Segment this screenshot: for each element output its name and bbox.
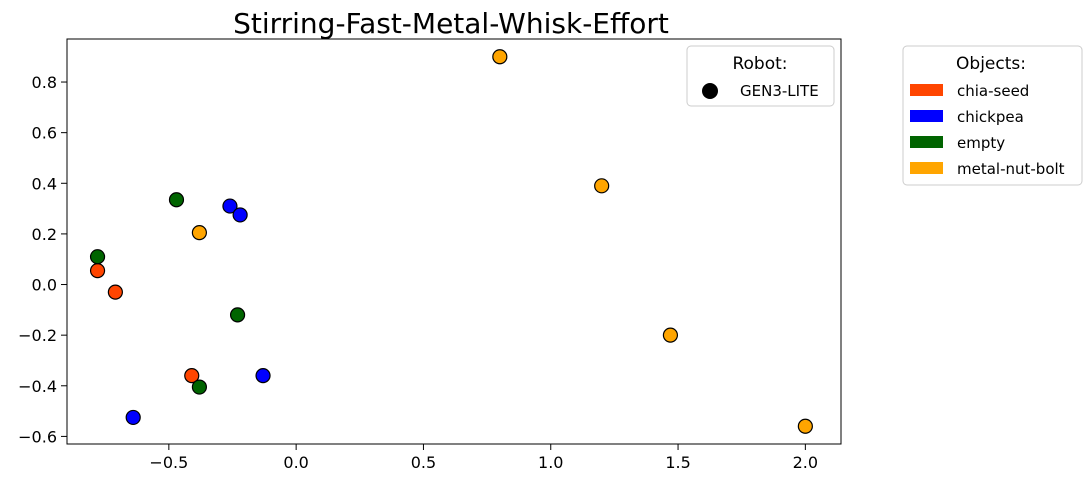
data-point-metal-nut-bolt	[191, 225, 207, 241]
robot-legend: Robot: GEN3-LITE	[686, 45, 835, 107]
data-point-empty	[229, 307, 246, 323]
y-tick-label: 0.6	[32, 124, 57, 143]
robot-legend-title: Robot:	[732, 54, 787, 74]
data-point-chickpea	[232, 207, 248, 223]
robot-legend-box	[686, 45, 835, 107]
y-tick-label: −0.6	[18, 427, 57, 446]
x-tick-label: 0.5	[411, 453, 436, 472]
data-point-chia-seed	[184, 368, 200, 384]
y-tick-label: 0.0	[32, 276, 57, 295]
chart-title: Stirring-Fast-Metal-Whisk-Effort	[233, 7, 669, 40]
data-point-metal-nut-bolt	[797, 418, 813, 434]
data-point-metal-nut-bolt	[662, 327, 679, 343]
objects-legend-item-metal-nut-bolt: metal-nut-bolt	[910, 160, 1065, 178]
objects-legend-item-chickpea: chickpea	[910, 108, 1024, 126]
objects-legend-swatch	[910, 162, 943, 174]
objects-legend-item-empty: empty	[910, 134, 1005, 152]
objects-legend-box	[902, 45, 1083, 186]
data-point-empty	[89, 249, 106, 265]
data-point-chia-seed	[89, 263, 106, 279]
y-tick-label: −0.2	[18, 326, 57, 345]
x-tick-label: 2.0	[793, 453, 818, 472]
objects-legend-label: empty	[957, 134, 1005, 152]
data-point-metal-nut-bolt	[594, 178, 610, 194]
data-point-chickpea	[255, 368, 271, 384]
y-tick-label: 0.4	[32, 174, 57, 193]
objects-legend-swatch	[910, 110, 943, 122]
data-point-metal-nut-bolt	[492, 49, 508, 65]
objects-legend-swatch	[910, 136, 943, 148]
objects-legend-label: chickpea	[957, 108, 1024, 126]
data-points	[89, 49, 813, 434]
objects-legend-item-chia-seed: chia-seed	[910, 82, 1029, 100]
y-tick-label: 0.2	[32, 225, 57, 244]
objects-legend-label: chia-seed	[957, 82, 1029, 100]
plot-axes: −0.5 0.0 0.5 1.0 1.5 2.0 −0.6 −0.4 −0.2 0.0 0.2 0.4…	[18, 73, 818, 472]
objects-legend: Objects: chia-seed chickpea empty metal-…	[902, 45, 1083, 186]
data-point-empty	[168, 192, 185, 208]
x-tick-label: 1.0	[538, 453, 563, 472]
data-point-chickpea	[222, 198, 238, 214]
data-point-chia-seed	[107, 284, 123, 300]
robot-legend-marker	[702, 83, 718, 99]
x-tick-label: −0.5	[149, 453, 188, 472]
objects-legend-label: metal-nut-bolt	[957, 160, 1065, 178]
plot-area-frame	[66, 38, 842, 445]
objects-legend-title: Objects:	[956, 54, 1026, 74]
robot-legend-label: GEN3-LITE	[740, 82, 819, 100]
y-tick-label: −0.4	[18, 377, 57, 396]
objects-legend-swatch	[910, 84, 943, 96]
x-tick-label: 0.0	[283, 453, 308, 472]
y-tick-label: 0.8	[32, 73, 57, 92]
data-point-chickpea	[125, 409, 141, 426]
data-point-empty	[191, 379, 207, 395]
x-tick-label: 1.5	[665, 453, 690, 472]
